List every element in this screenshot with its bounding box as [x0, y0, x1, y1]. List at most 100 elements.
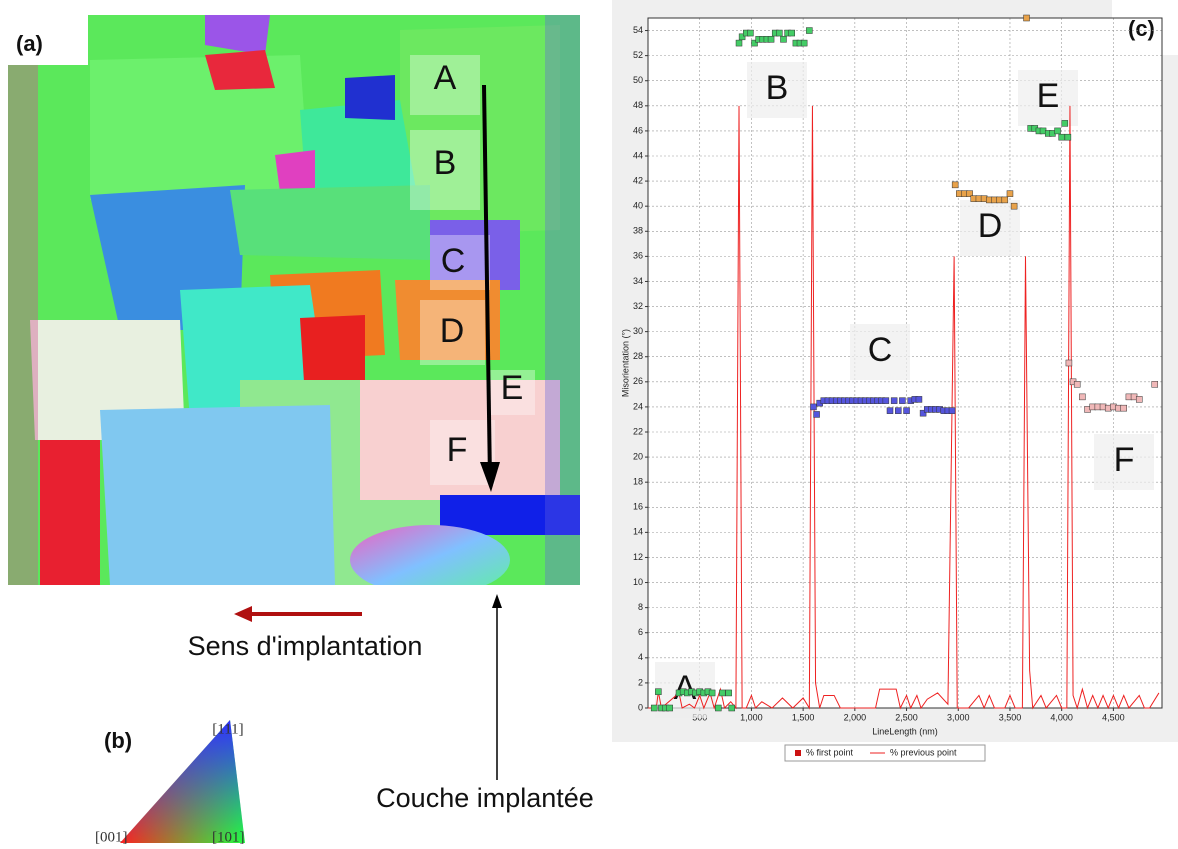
point [1023, 14, 1030, 22]
scan-arrow [480, 84, 500, 492]
x-tick-label: 3,500 [999, 712, 1022, 722]
orientation-map [8, 15, 580, 585]
y-tick-label: 10 [633, 577, 643, 587]
point [882, 397, 890, 404]
y-tick-label: 50 [633, 75, 643, 85]
y-tick-label: 6 [638, 627, 643, 637]
panel-label: (a) [16, 31, 43, 56]
key-corner: [111] [212, 721, 243, 737]
y-tick-label: 18 [633, 477, 643, 487]
point [915, 396, 923, 403]
point [751, 39, 758, 47]
point [1010, 202, 1018, 210]
y-tick-label: 44 [633, 150, 643, 160]
point [951, 181, 959, 189]
line [648, 105, 1160, 710]
layer-arrow [492, 594, 502, 780]
point [735, 39, 743, 47]
point [899, 397, 906, 404]
layer-label: Couche implantée [376, 783, 594, 813]
point [810, 403, 817, 411]
point [1006, 190, 1014, 197]
point [895, 407, 902, 414]
point [1065, 359, 1073, 367]
region-label: E [501, 369, 524, 407]
arrow-label: Sens d'implantation [188, 631, 423, 661]
region-label: B [434, 144, 457, 182]
point [767, 36, 775, 43]
x-tick-label: 2,000 [844, 712, 867, 722]
y-tick-label: 34 [633, 276, 643, 286]
panel-label: (c) [1128, 16, 1155, 41]
x-tick-label: 1,000 [740, 712, 763, 722]
point [1064, 133, 1072, 141]
annotation-bg [1094, 434, 1154, 490]
y-tick-label: 26 [633, 376, 643, 386]
point [1061, 120, 1069, 127]
annotation: A [674, 669, 697, 707]
y-tick-label: 54 [633, 25, 643, 35]
point [890, 397, 898, 404]
point [1120, 404, 1127, 412]
legend-label: % first point [806, 747, 854, 757]
y-tick-label: 20 [633, 451, 643, 461]
x-tick-label: 1,500 [792, 712, 815, 722]
point [666, 704, 673, 712]
annotation-bg [960, 200, 1020, 256]
y-tick-label: 32 [633, 301, 643, 311]
color-key [120, 720, 245, 843]
point [806, 27, 813, 34]
annotation: C [868, 331, 893, 369]
point [813, 411, 820, 418]
region-label: A [434, 59, 457, 97]
panel-label-bg [8, 15, 88, 65]
x-tick-label: 4,500 [1102, 712, 1125, 722]
panel-label-bg [1112, 0, 1178, 55]
y-tick-label: 42 [633, 175, 643, 185]
point [776, 29, 783, 37]
region-label: F [447, 431, 468, 469]
point [1151, 381, 1159, 388]
point [719, 689, 726, 697]
point [1135, 396, 1143, 403]
y-tick-label: 38 [633, 226, 643, 236]
annotation-bg [850, 324, 910, 380]
y-tick-label: 46 [633, 125, 643, 135]
point [738, 33, 746, 41]
y-tick-label: 28 [633, 351, 643, 361]
point [903, 407, 910, 414]
annotation-bg [747, 62, 807, 118]
point [1079, 393, 1086, 401]
y-tick-label: 30 [633, 326, 643, 336]
y-tick-label: 0 [638, 702, 643, 712]
x-tick-label: 4,000 [1050, 712, 1073, 722]
y-tick-label: 24 [633, 401, 643, 411]
x-axis-label: LineLength (nm) [872, 726, 938, 736]
point [650, 704, 658, 712]
y-tick-label: 14 [633, 527, 643, 537]
annotation: F [1114, 441, 1135, 479]
point [708, 689, 716, 697]
y-tick-label: 52 [633, 50, 643, 60]
point [788, 29, 796, 37]
y-axis-label: Misorientation (°) [620, 329, 630, 397]
y-tick-label: 12 [633, 552, 643, 562]
point [715, 704, 722, 712]
y-tick-label: 8 [638, 602, 643, 612]
point [948, 407, 956, 414]
point [725, 689, 732, 697]
annotation: E [1037, 77, 1060, 115]
y-tick-label: 36 [633, 251, 643, 261]
region-label: C [441, 242, 466, 280]
point [800, 39, 808, 47]
point [919, 409, 927, 417]
plot-frame [647, 17, 1163, 709]
point [886, 407, 894, 414]
y-tick-label: 2 [638, 677, 643, 687]
point [780, 36, 787, 43]
point [1058, 133, 1065, 141]
key-corner: [101] [212, 829, 245, 845]
region-label: D [440, 312, 465, 350]
